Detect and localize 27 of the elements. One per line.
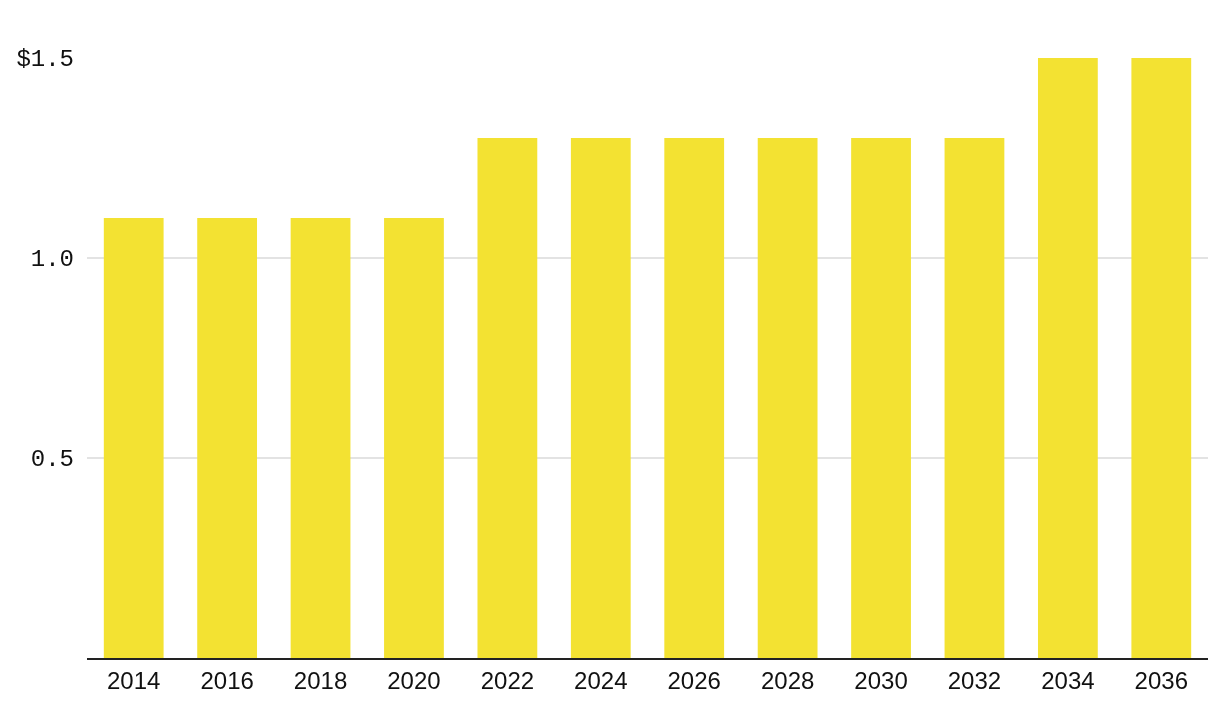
bar [570,138,631,658]
x-tick-label: 2020 [387,666,441,694]
x-tick-label: 2024 [574,666,628,694]
x-tick-label: 2016 [200,666,254,694]
x-tick-label: 2026 [667,666,721,694]
x-tick-label: 2034 [1041,666,1095,694]
x-tick-label: 2022 [480,666,535,694]
bar [477,138,538,658]
bar [664,138,725,658]
x-tick-label: 2036 [1134,666,1188,694]
bar [197,218,258,658]
bar [944,138,1005,658]
y-tick-label: 1.0 [30,246,74,274]
bar [1131,58,1192,658]
x-tick-label: 2028 [760,666,815,694]
bar [1037,58,1098,658]
x-tick-label: 2030 [854,666,908,694]
x-tick-label: 2032 [947,666,1002,694]
bar [290,218,351,658]
bar [384,218,444,658]
x-tick-label: 2018 [293,666,348,694]
x-tick-label: 2014 [107,666,161,694]
bar [757,138,818,658]
y-tick-label: $1.5 [16,46,74,74]
y-tick-label: 0.5 [30,446,74,474]
bar [103,218,164,658]
bar [851,138,911,658]
